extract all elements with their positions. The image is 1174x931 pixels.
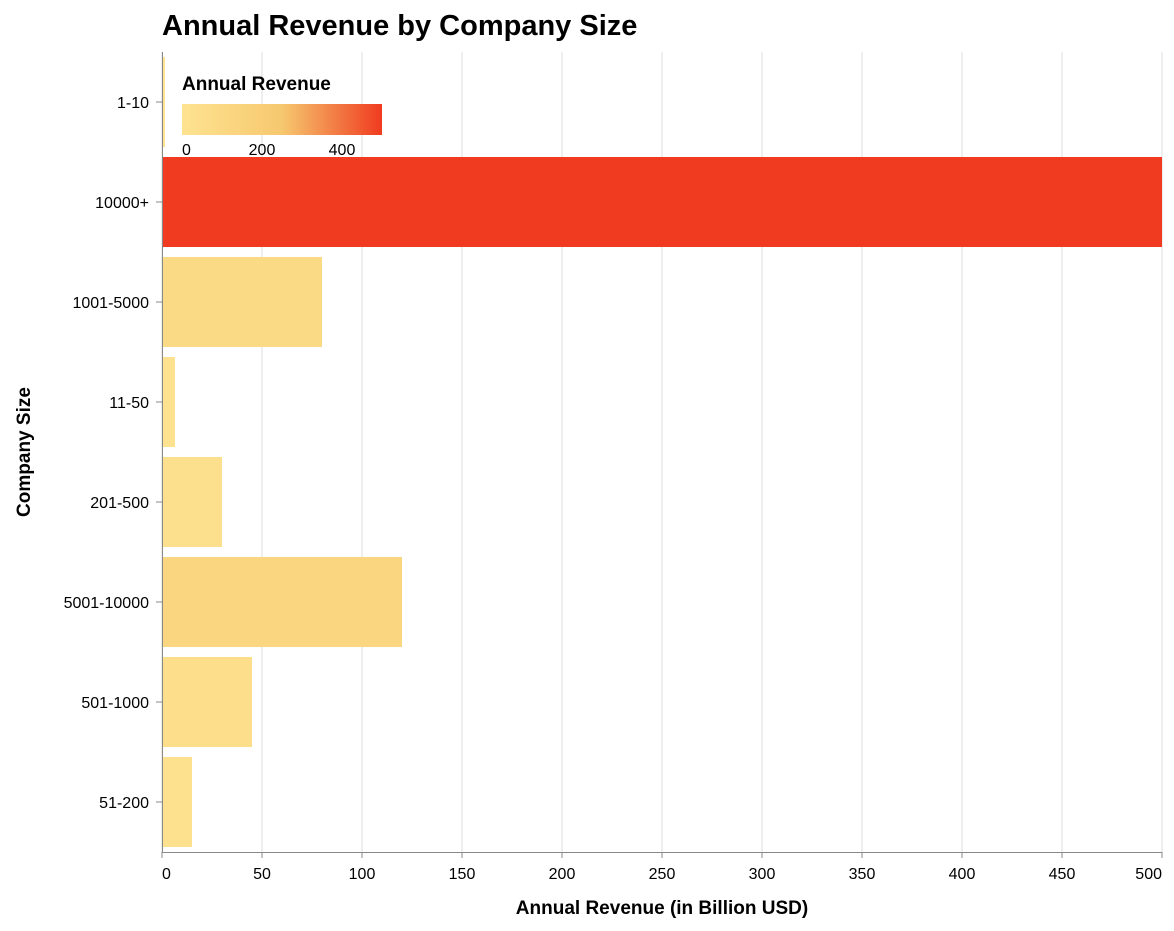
x-tick-label: 50: [253, 866, 271, 883]
x-tick-label: 150: [449, 866, 476, 883]
legend-tick-label: 200: [249, 142, 276, 159]
y-tick-label-1-10: 1-10: [117, 95, 149, 112]
bar-51-200[interactable]: [162, 757, 192, 847]
x-tick-label: 450: [1049, 866, 1076, 883]
y-tick-label-51-200: 51-200: [99, 795, 149, 812]
x-tick-label: 300: [749, 866, 776, 883]
y-axis-title: Company Size: [14, 387, 35, 517]
bar-201-500[interactable]: [162, 457, 222, 547]
y-tick-label-5001-10000: 5001-10000: [64, 595, 150, 612]
legend-tick-label: 400: [329, 142, 356, 159]
y-tick-label-201-500: 201-500: [90, 495, 149, 512]
x-tick-label: 400: [949, 866, 976, 883]
y-tick-label-11-50: 11-50: [109, 395, 149, 412]
bar-10000+[interactable]: [162, 157, 1162, 247]
bar-5001-10000[interactable]: [162, 557, 402, 647]
x-tick-label: 200: [549, 866, 576, 883]
x-tick-label: 500: [1135, 866, 1162, 883]
legend-tick-label: 0: [182, 142, 191, 159]
bars: [162, 57, 1162, 847]
x-axis-title: Annual Revenue (in Billion USD): [516, 898, 808, 919]
legend-title: Annual Revenue: [182, 74, 331, 95]
x-tick-label: 350: [849, 866, 876, 883]
legend-ticks: 0 200 400: [182, 142, 355, 159]
x-tick-label: 0: [162, 866, 171, 883]
y-tick-label-1001-5000: 1001-5000: [72, 295, 149, 312]
bar-11-50[interactable]: [162, 357, 175, 447]
bar-501-1000[interactable]: [162, 657, 252, 747]
legend-gradient-bar: [182, 104, 382, 135]
bar-1-10[interactable]: [162, 57, 165, 147]
axes: 0 50 100 150 200 250 300 350 400 450 500 1-10 10000+…: [64, 52, 1163, 883]
x-tick-label: 100: [349, 866, 376, 883]
x-tick-label: 250: [649, 866, 676, 883]
chart-title: Annual Revenue by Company Size: [162, 10, 637, 42]
color-legend: Annual Revenue 0 200 400: [182, 74, 382, 159]
bar-1001-5000[interactable]: [162, 257, 322, 347]
y-tick-label-501-1000: 501-1000: [81, 695, 149, 712]
y-tick-label-10000+: 10000+: [95, 195, 149, 212]
